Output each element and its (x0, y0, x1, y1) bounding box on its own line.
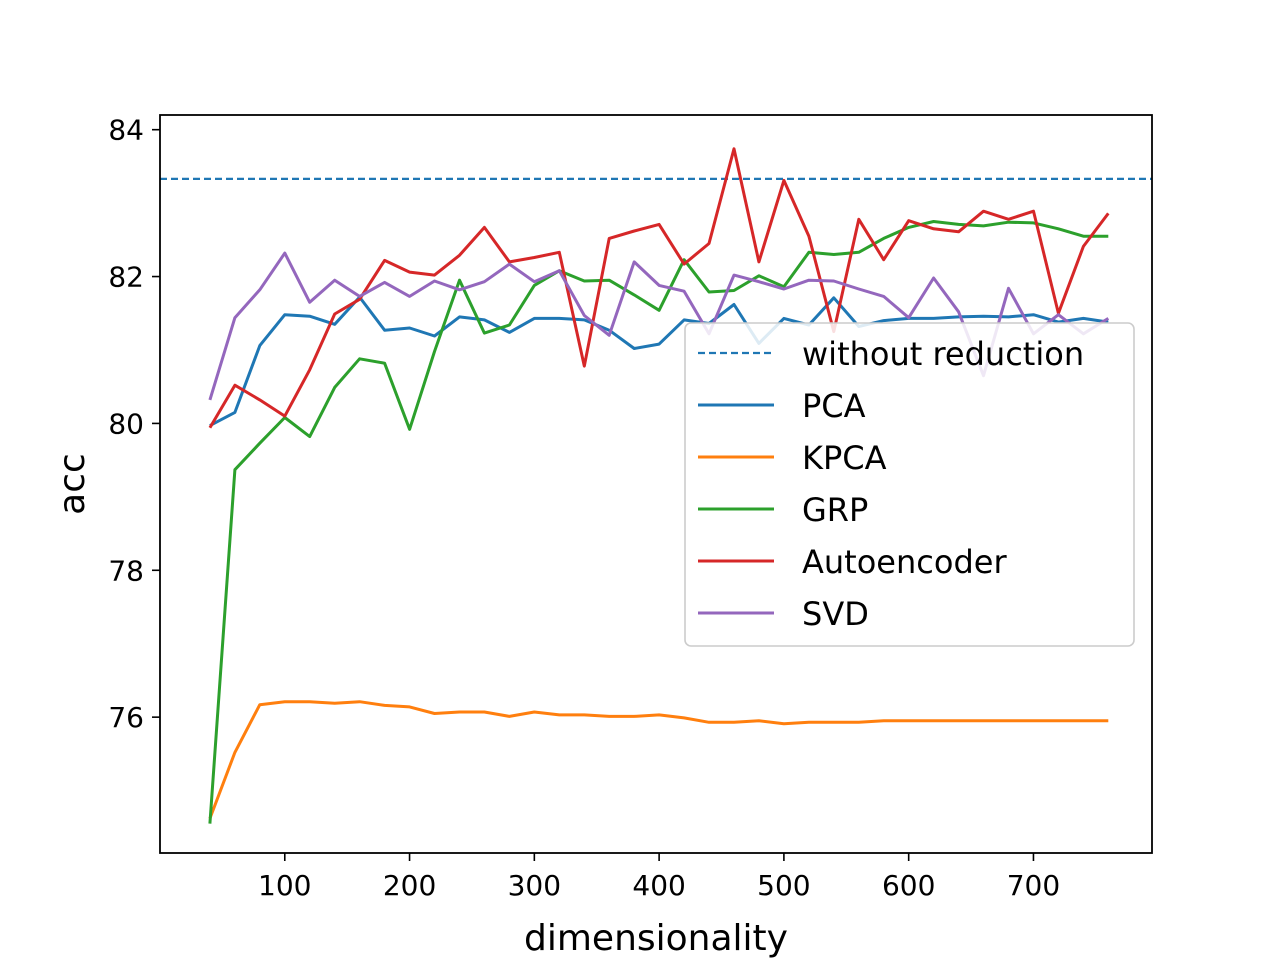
series-line-kpca (208, 700, 1109, 820)
x-tick-label: 500 (757, 869, 810, 902)
legend-label: KPCA (802, 439, 887, 477)
y-tick-label: 84 (108, 114, 144, 147)
legend-label: PCA (802, 387, 866, 425)
series-line-autoencoder (208, 147, 1110, 429)
x-tick-label: 300 (508, 869, 561, 902)
series-line-grp (208, 220, 1109, 824)
x-tick-label: 200 (383, 869, 436, 902)
x-tick-label: 400 (632, 869, 685, 902)
plot-frame (159, 114, 1153, 854)
legend: without reduction PCA KPCA GRP Autoencoder SV… (684, 322, 1135, 647)
plot-area (160, 147, 1152, 824)
y-tick-label: 76 (108, 701, 144, 734)
y-tick-label: 78 (108, 554, 144, 587)
series-line-svd (208, 251, 1110, 401)
legend-label: SVD (802, 595, 869, 633)
x-tick-label: 600 (882, 869, 935, 902)
legend-label: GRP (802, 491, 868, 529)
x-tick-label: 700 (1007, 869, 1060, 902)
legend-box (684, 322, 1135, 647)
axis-ticks: 100 200 300 400 500 600 700 76 78 80 82 84 (108, 114, 1060, 902)
x-tick-label: 100 (258, 869, 311, 902)
legend-label: without reduction (802, 335, 1084, 373)
y-tick-label: 82 (108, 261, 144, 294)
x-axis-label: dimensionality (524, 918, 788, 959)
legend-label: Autoencoder (802, 543, 1007, 581)
y-axis-label: acc (52, 453, 93, 515)
y-tick-label: 80 (108, 407, 144, 440)
